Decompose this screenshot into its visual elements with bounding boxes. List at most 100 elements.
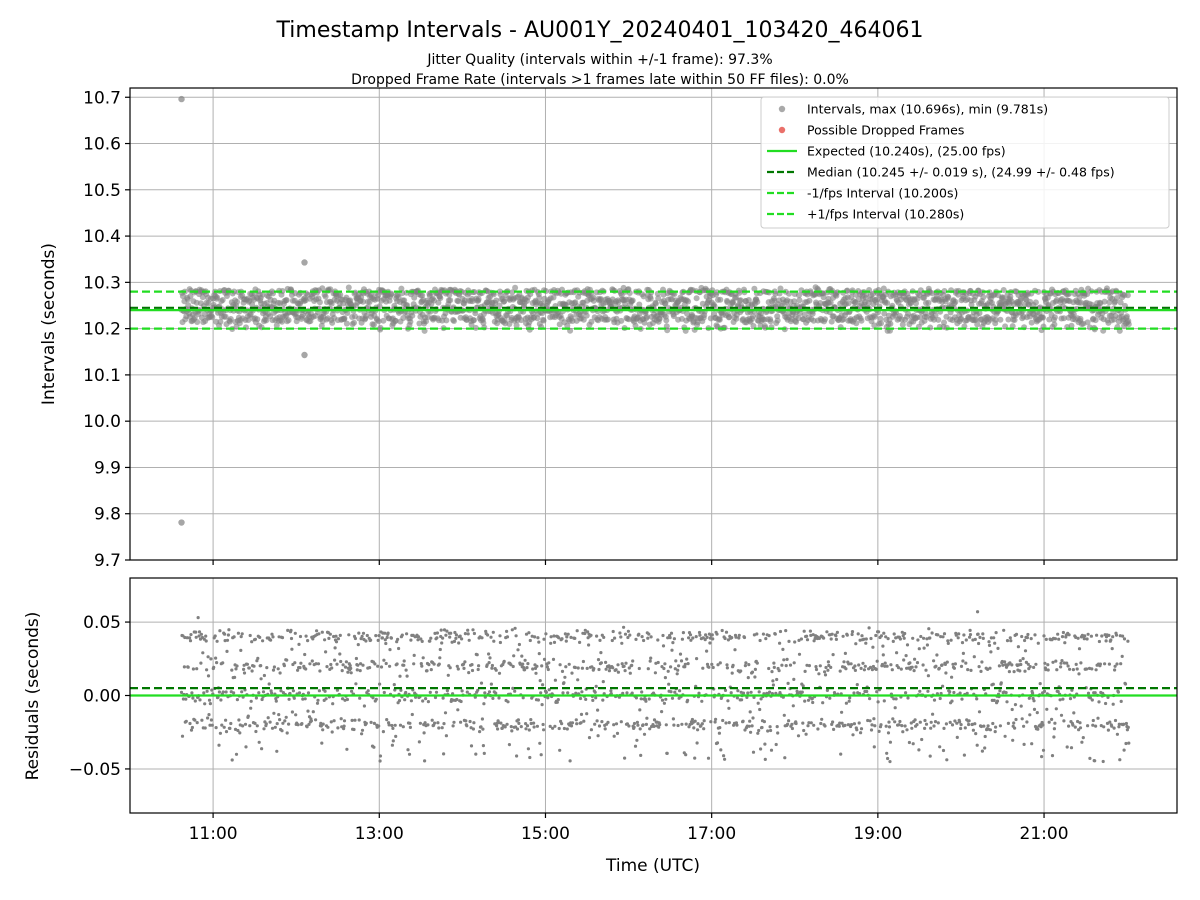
residual-point bbox=[385, 635, 389, 640]
residual-point bbox=[565, 727, 569, 731]
residual-point bbox=[407, 752, 412, 756]
residual-point bbox=[1097, 639, 1101, 644]
residual-point bbox=[891, 639, 895, 644]
interval-point bbox=[493, 297, 500, 304]
residual-point bbox=[831, 653, 835, 657]
residual-point bbox=[687, 636, 691, 640]
residual-point bbox=[871, 645, 875, 649]
residual-point bbox=[960, 641, 965, 645]
interval-point bbox=[205, 300, 212, 307]
residual-point bbox=[503, 725, 507, 729]
residual-point bbox=[821, 701, 825, 705]
residual-point bbox=[898, 637, 903, 641]
chart-title: Timestamp Intervals - AU001Y_20240401_10… bbox=[276, 18, 924, 43]
residual-point bbox=[735, 696, 740, 700]
residual-point bbox=[227, 628, 231, 632]
residual-point bbox=[891, 717, 895, 721]
residual-point bbox=[586, 630, 590, 634]
interval-point bbox=[941, 319, 947, 326]
residual-point bbox=[1093, 691, 1097, 695]
residual-point bbox=[868, 697, 872, 701]
residual-point bbox=[254, 696, 258, 700]
interval-point bbox=[745, 297, 752, 303]
interval-point bbox=[655, 295, 662, 302]
residual-point bbox=[213, 634, 217, 638]
residual-point bbox=[639, 753, 643, 758]
residual-point bbox=[346, 670, 350, 674]
residual-point bbox=[389, 636, 393, 640]
residual-point bbox=[660, 698, 665, 702]
residual-point bbox=[1115, 732, 1119, 736]
residual-point bbox=[416, 635, 421, 639]
residual-point bbox=[831, 720, 835, 724]
residual-point bbox=[980, 660, 984, 664]
residual-point bbox=[782, 658, 786, 662]
residual-point bbox=[581, 659, 586, 664]
residual-point bbox=[986, 724, 990, 728]
residual-point bbox=[719, 748, 723, 752]
residual-point bbox=[841, 634, 845, 638]
residual-point bbox=[616, 663, 620, 667]
interval-point bbox=[1068, 322, 1075, 329]
interval-point bbox=[1084, 319, 1091, 326]
residual-point bbox=[704, 633, 708, 637]
residual-point bbox=[393, 723, 397, 727]
residual-point bbox=[724, 630, 729, 634]
residual-point bbox=[911, 636, 915, 640]
residual-point bbox=[236, 631, 240, 635]
residual-point bbox=[1074, 662, 1078, 667]
residual-point bbox=[303, 697, 307, 701]
residual-point bbox=[784, 629, 788, 633]
residual-point bbox=[423, 759, 427, 763]
residual-point bbox=[325, 665, 329, 669]
interval-point bbox=[451, 318, 457, 324]
residual-point bbox=[1067, 724, 1071, 728]
residual-point bbox=[585, 712, 589, 716]
residual-point bbox=[995, 699, 1000, 703]
interval-point bbox=[809, 310, 816, 317]
residual-point bbox=[465, 724, 469, 728]
residual-point bbox=[578, 640, 582, 645]
residual-point bbox=[782, 713, 786, 717]
residual-point bbox=[377, 634, 381, 638]
residual-point bbox=[960, 697, 964, 701]
interval-point bbox=[245, 317, 252, 323]
residual-point bbox=[945, 660, 949, 664]
residual-point bbox=[868, 665, 873, 670]
residual-point bbox=[536, 636, 540, 640]
interval-point bbox=[254, 316, 261, 323]
interval-point bbox=[724, 299, 731, 306]
residual-point bbox=[918, 720, 922, 724]
residual-point bbox=[535, 664, 539, 668]
residual-point bbox=[1028, 665, 1032, 669]
residual-point bbox=[763, 742, 767, 746]
residual-point bbox=[838, 721, 842, 725]
residual-point bbox=[924, 722, 929, 726]
residual-point bbox=[275, 722, 279, 726]
residual-point bbox=[753, 667, 758, 672]
residual-point bbox=[1076, 636, 1080, 640]
residual-point bbox=[297, 642, 301, 647]
residual-point bbox=[830, 632, 834, 636]
residual-point bbox=[477, 664, 481, 668]
residual-point bbox=[256, 656, 260, 661]
residual-point bbox=[1080, 740, 1084, 744]
residuals-x-tick-label: 13:00 bbox=[355, 824, 404, 844]
residual-point bbox=[823, 670, 827, 674]
residual-point bbox=[1020, 634, 1024, 639]
residual-point bbox=[918, 689, 922, 693]
residual-point bbox=[410, 712, 414, 717]
interval-point bbox=[685, 298, 692, 305]
residual-point bbox=[669, 631, 674, 635]
residual-point bbox=[511, 664, 515, 669]
residual-point bbox=[619, 635, 623, 639]
residual-point bbox=[642, 732, 647, 736]
residual-point bbox=[527, 631, 531, 635]
interval-point bbox=[322, 293, 329, 300]
residual-point bbox=[460, 637, 464, 641]
residual-point bbox=[903, 631, 907, 636]
residual-point bbox=[887, 720, 891, 724]
residual-point bbox=[542, 637, 546, 641]
residual-point bbox=[574, 691, 578, 695]
residual-point bbox=[549, 635, 553, 639]
